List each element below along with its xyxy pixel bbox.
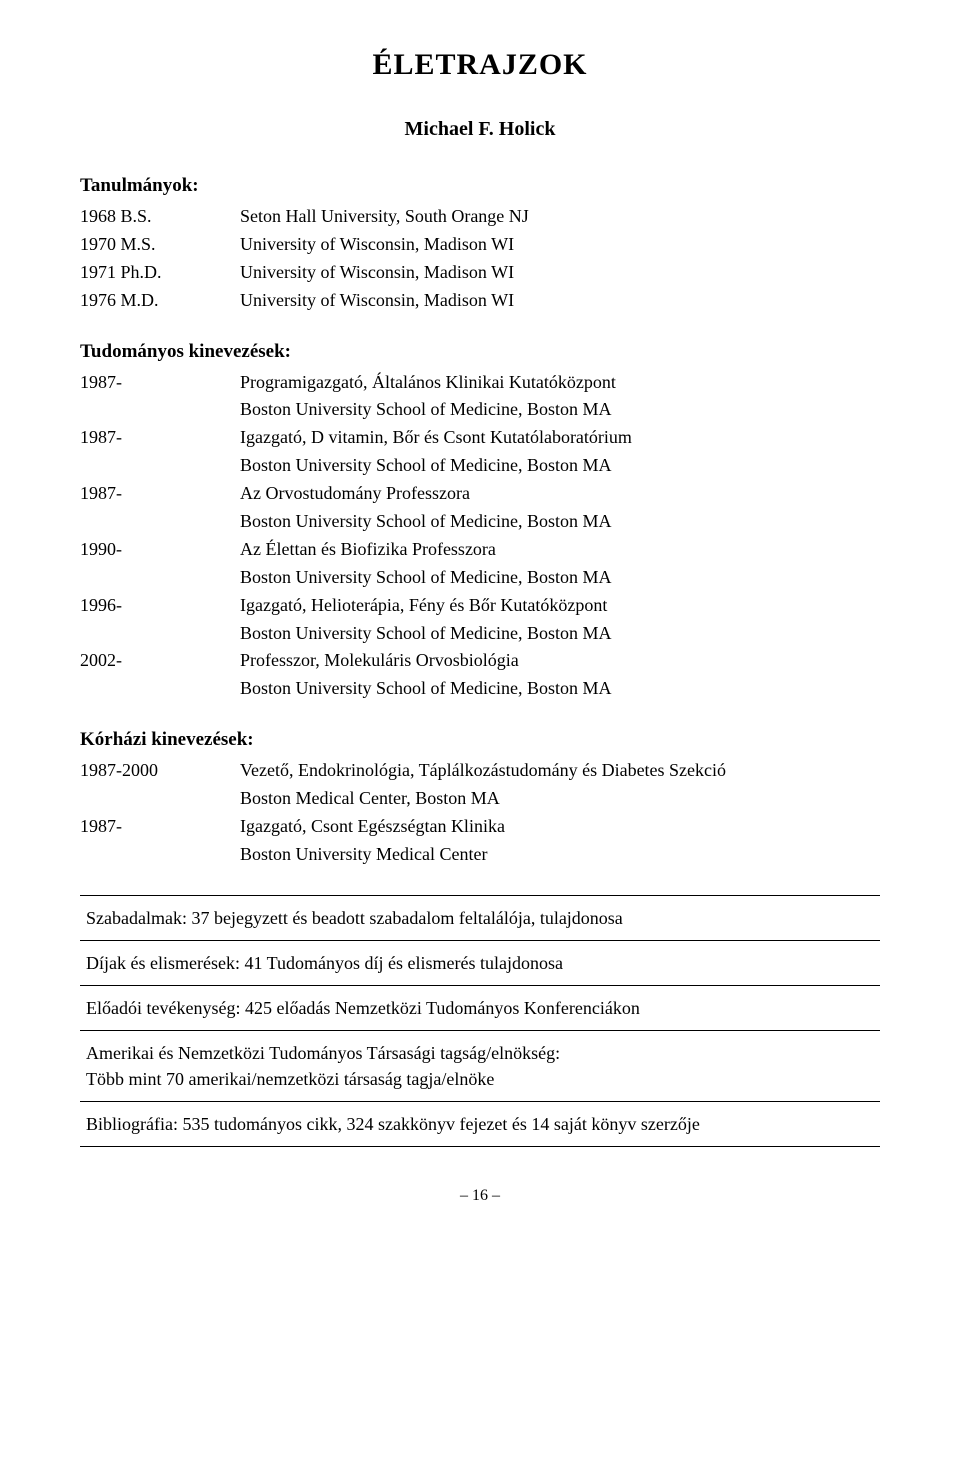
appointment-line1: Az Orvostudomány Professzora: [240, 480, 880, 508]
study-year: 1971 Ph.D.: [80, 259, 240, 287]
appointment-line2: Boston University Medical Center: [240, 841, 880, 869]
appointment-year: 1987-2000: [80, 757, 240, 785]
hosp-appointments-heading: Kórházi kinevezések:: [80, 729, 880, 751]
appointment-line2: Boston University School of Medicine, Bo…: [240, 675, 880, 703]
appointment-year: 1996-: [80, 592, 240, 620]
study-row: 1970 M.S. University of Wisconsin, Madis…: [80, 231, 880, 259]
study-desc: University of Wisconsin, Madison WI: [240, 259, 880, 287]
appointment-desc: Igazgató, Csont Egészségtan Klinika Bost…: [240, 813, 880, 869]
study-year: 1970 M.S.: [80, 231, 240, 259]
appointment-year: 2002-: [80, 647, 240, 675]
study-desc: Seton Hall University, South Orange NJ: [240, 203, 880, 231]
study-desc: University of Wisconsin, Madison WI: [240, 231, 880, 259]
appointment-line2: Boston University School of Medicine, Bo…: [240, 508, 880, 536]
appointment-line2: Boston University School of Medicine, Bo…: [240, 620, 880, 648]
appointment-year: 1987-: [80, 424, 240, 452]
studies-section: Tanulmányok: 1968 B.S. Seton Hall Univer…: [80, 175, 880, 315]
summary-line: Bibliográfia: 535 tudományos cikk, 324 s…: [86, 1111, 880, 1137]
appointment-desc: Igazgató, Helioterápia, Fény és Bőr Kuta…: [240, 592, 880, 648]
appointment-line1: Professzor, Molekuláris Orvosbiológia: [240, 647, 880, 675]
study-year: 1968 B.S.: [80, 203, 240, 231]
appointment-row: 1987- Az Orvostudomány Professzora Bosto…: [80, 480, 880, 536]
study-desc: University of Wisconsin, Madison WI: [240, 287, 880, 315]
study-year: 1976 M.D.: [80, 287, 240, 315]
summary-block: Szabadalmak: 37 bejegyzett és beadott sz…: [80, 895, 880, 1148]
summary-line: Amerikai és Nemzetközi Tudományos Társas…: [86, 1040, 880, 1066]
summary-line: Előadói tevékenység: 425 előadás Nemzetk…: [86, 995, 880, 1021]
studies-heading: Tanulmányok:: [80, 175, 880, 197]
appointment-line1: Igazgató, Csont Egészségtan Klinika: [240, 813, 880, 841]
appointment-year: 1987-: [80, 480, 240, 508]
study-row: 1976 M.D. University of Wisconsin, Madis…: [80, 287, 880, 315]
appointment-row: 1987-2000 Vezető, Endokrinológia, Táplál…: [80, 757, 880, 813]
appointment-line1: Igazgató, Helioterápia, Fény és Bőr Kuta…: [240, 592, 880, 620]
appointment-desc: Az Orvostudomány Professzora Boston Univ…: [240, 480, 880, 536]
appointment-line1: Igazgató, D vitamin, Bőr és Csont Kutató…: [240, 424, 880, 452]
summary-item: Díjak és elismerések: 41 Tudományos díj …: [80, 941, 880, 986]
page-number: – 16 –: [80, 1187, 880, 1205]
study-row: 1971 Ph.D. University of Wisconsin, Madi…: [80, 259, 880, 287]
summary-line: Szabadalmak: 37 bejegyzett és beadott sz…: [86, 905, 880, 931]
summary-item: Bibliográfia: 535 tudományos cikk, 324 s…: [80, 1102, 880, 1147]
appointment-desc: Igazgató, D vitamin, Bőr és Csont Kutató…: [240, 424, 880, 480]
appointment-line2: Boston University School of Medicine, Bo…: [240, 564, 880, 592]
summary-item: Szabadalmak: 37 bejegyzett és beadott sz…: [80, 895, 880, 941]
appointment-year: 1987-: [80, 813, 240, 841]
appointment-line1: Az Élettan és Biofizika Professzora: [240, 536, 880, 564]
summary-item: Amerikai és Nemzetközi Tudományos Társas…: [80, 1031, 880, 1102]
person-name: Michael F. Holick: [80, 118, 880, 141]
page-title: ÉLETRAJZOK: [80, 48, 880, 82]
appointment-row: 1987- Programigazgató, Általános Klinika…: [80, 369, 880, 425]
appointment-year: 1987-: [80, 369, 240, 397]
appointment-row: 1996- Igazgató, Helioterápia, Fény és Bő…: [80, 592, 880, 648]
appointment-line2: Boston University School of Medicine, Bo…: [240, 396, 880, 424]
hosp-appointments-section: Kórházi kinevezések: 1987-2000 Vezető, E…: [80, 729, 880, 869]
appointment-row: 2002- Professzor, Molekuláris Orvosbioló…: [80, 647, 880, 703]
appointment-desc: Az Élettan és Biofizika Professzora Bost…: [240, 536, 880, 592]
summary-line: Díjak és elismerések: 41 Tudományos díj …: [86, 950, 880, 976]
study-row: 1968 B.S. Seton Hall University, South O…: [80, 203, 880, 231]
appointment-year: 1990-: [80, 536, 240, 564]
appointment-row: 1987- Igazgató, Csont Egészségtan Klinik…: [80, 813, 880, 869]
appointment-desc: Vezető, Endokrinológia, Táplálkozástudom…: [240, 757, 880, 813]
appointment-line1: Programigazgató, Általános Klinikai Kuta…: [240, 369, 880, 397]
summary-item: Előadói tevékenység: 425 előadás Nemzetk…: [80, 986, 880, 1031]
sci-appointments-section: Tudományos kinevezések: 1987- Programiga…: [80, 341, 880, 704]
appointment-desc: Professzor, Molekuláris Orvosbiológia Bo…: [240, 647, 880, 703]
appointment-desc: Programigazgató, Általános Klinikai Kuta…: [240, 369, 880, 425]
sci-appointments-heading: Tudományos kinevezések:: [80, 341, 880, 363]
appointment-line2: Boston Medical Center, Boston MA: [240, 785, 880, 813]
summary-line: Több mint 70 amerikai/nemzetközi társasá…: [86, 1066, 880, 1092]
appointment-row: 1987- Igazgató, D vitamin, Bőr és Csont …: [80, 424, 880, 480]
appointment-row: 1990- Az Élettan és Biofizika Professzor…: [80, 536, 880, 592]
appointment-line2: Boston University School of Medicine, Bo…: [240, 452, 880, 480]
appointment-line1: Vezető, Endokrinológia, Táplálkozástudom…: [240, 757, 880, 785]
